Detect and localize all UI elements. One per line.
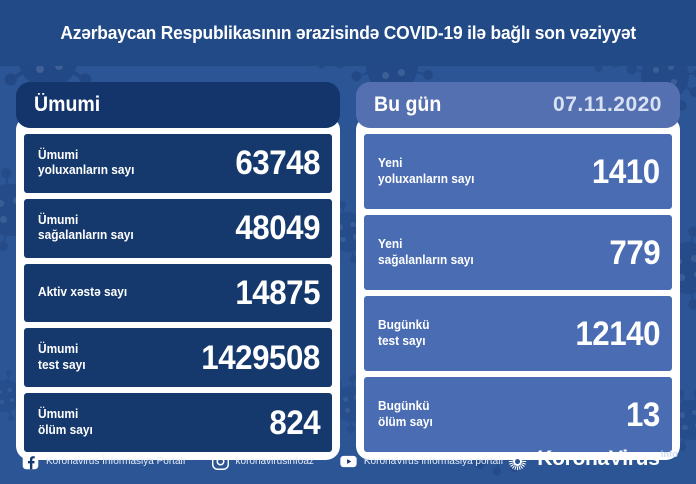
today-panel: Bu gün 07.11.2020 Yeni yoluxanların sayı… [356, 82, 680, 460]
overall-stat-value-2: 14875 [235, 273, 320, 312]
today-date: 07.11.2020 [553, 93, 662, 116]
overall-stat-value-0: 63748 [235, 144, 320, 183]
today-stat-label-2: Bugünkü test sayı [378, 317, 430, 348]
today-stat-value-3: 13 [626, 395, 660, 434]
title-bar: Azərbaycan Respublikasının ərazisində CO… [0, 0, 696, 66]
overall-stat-label-3: Ümumi test sayı [38, 342, 86, 372]
stat-row: Ümumi sağalanların sayı 48049 [24, 198, 332, 258]
overall-stat-label-2: Aktiv xəstə sayı [38, 285, 128, 300]
social-label-1: koronavirusinfoaz [235, 455, 314, 467]
overall-stat-value-3: 1429508 [201, 338, 320, 377]
social-label-2: KoronaVirus informasiya portalı [363, 455, 504, 467]
social-label-0: Koronavirus İnformasiya Portalı [46, 455, 186, 467]
youtube-icon [340, 453, 357, 470]
today-stat-value-1: 779 [609, 233, 660, 272]
overall-panel: Ümumi Ümumi yoluxanların sayı 63748 Ümumi … [16, 82, 340, 460]
overall-stat-label-4: Ümumi ölüm sayı [38, 406, 93, 437]
social-link-facebook[interactable]: Koronavirus İnformasiya Portalı [22, 453, 186, 470]
stat-row: Ümumi ölüm sayı 824 [24, 393, 332, 452]
overall-stats-card: Ümumi yoluxanların sayı 63748 Ümumi sağala… [16, 116, 340, 460]
instagram-icon [211, 452, 229, 470]
stat-row: Yeni sağalanların sayı 779 [364, 215, 672, 290]
overall-stat-label-1: Ümumi sağalanların sayı [38, 212, 134, 243]
stat-row: Ümumi yoluxanların sayı 63748 [24, 134, 332, 193]
brand-name: KoronaVirus [537, 447, 660, 470]
overall-panel-header: Ümumi [16, 82, 340, 128]
brand-suffix: info [660, 449, 678, 460]
virus-sun-icon [508, 452, 527, 471]
page-title: Azərbaycan Respublikasının ərazisində CO… [60, 22, 636, 43]
stat-row: Ümumi test sayı 1429508 [24, 328, 332, 388]
overall-stat-value-1: 48049 [235, 209, 320, 248]
today-stat-label-1: Yeni sağalanların sayı [378, 236, 474, 267]
today-stat-label-0: Yeni yoluxanların sayı [378, 155, 475, 186]
today-stat-value-0: 1410 [592, 152, 660, 191]
today-stats-card: Yeni yoluxanların sayı 1410 Yeni sağalanla… [356, 116, 680, 460]
social-link-instagram[interactable]: koronavirusinfoaz [211, 452, 314, 470]
stat-row: Aktiv xəstə sayı 14875 [24, 263, 332, 323]
today-panel-title: Bu gün [374, 93, 442, 116]
stat-row: Yeni yoluxanların sayı 1410 [364, 134, 672, 209]
brand-logo[interactable]: KoronaVirus info [505, 448, 678, 474]
footer-bar: Koronavirus İnformasiya Portalı koronavir… [0, 438, 696, 484]
overall-stat-value-4: 824 [269, 403, 320, 442]
overall-stat-label-0: Ümumi yoluxanların sayı [38, 147, 135, 178]
today-stat-label-3: Bugünkü ölüm sayı [378, 398, 433, 429]
social-link-youtube[interactable]: KoronaVirus informasiya portalı [340, 453, 503, 470]
stat-row: Bugünkü test sayı 12140 [364, 296, 672, 371]
today-panel-header: Bu gün 07.11.2020 [356, 82, 680, 128]
stat-row: Bugünkü ölüm sayı 13 [364, 377, 672, 452]
today-stat-value-2: 12140 [575, 314, 660, 353]
overall-panel-title: Ümumi [34, 93, 101, 116]
facebook-icon [22, 453, 39, 470]
